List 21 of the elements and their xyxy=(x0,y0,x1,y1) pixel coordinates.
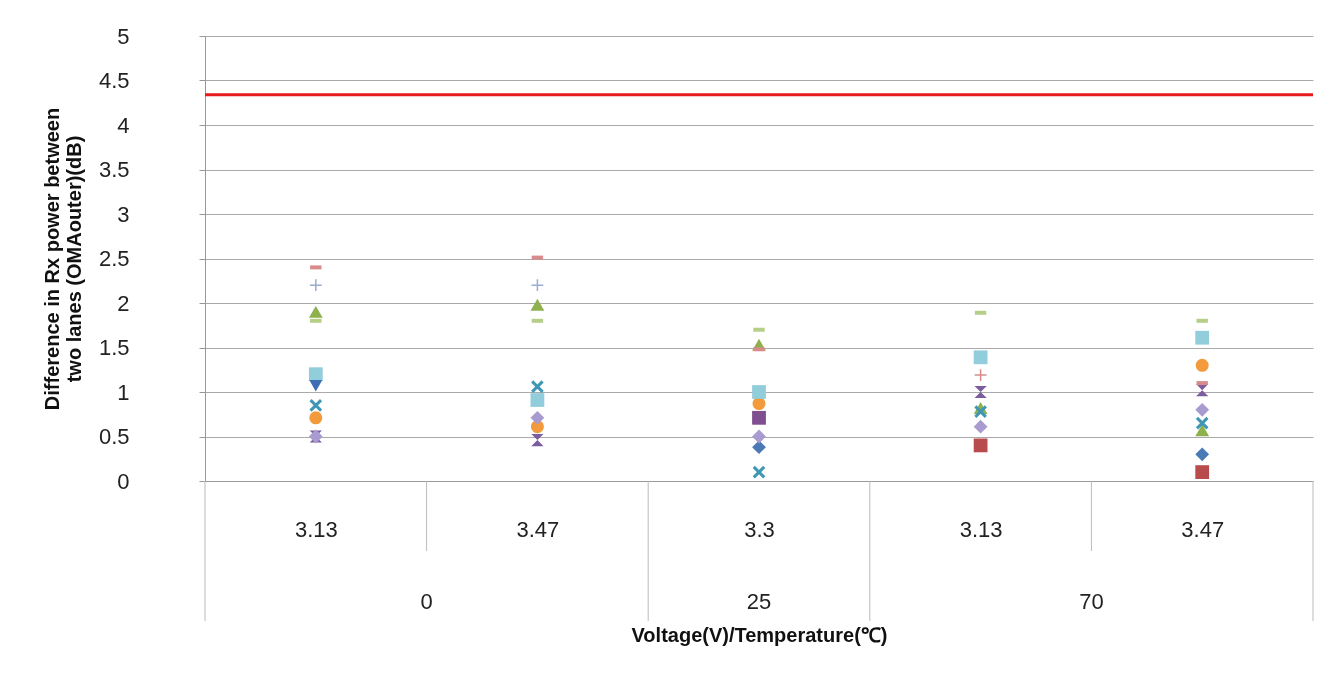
y-tick-label: 3 xyxy=(117,201,130,227)
x-tick-label: 3.47 xyxy=(516,516,560,542)
x-tick-label: 3.13 xyxy=(294,516,338,542)
y-tick-label: 4 xyxy=(117,112,130,138)
y-tick-label: 1.5 xyxy=(98,335,130,360)
y-tick-label: 2.5 xyxy=(98,246,130,271)
y-tick-label: 3.5 xyxy=(98,157,130,182)
x-tick-label: 3.13 xyxy=(959,516,1003,542)
y-tick-label: 1 xyxy=(117,379,130,405)
x-tick-label: 3.3 xyxy=(744,516,775,542)
y-axis-title: Difference in Rx power between two lanes (OMAouter)(dB) xyxy=(40,107,85,411)
y-tick-label: 5 xyxy=(117,23,130,49)
text: 0 xyxy=(420,589,433,614)
x-tick-label: 3.47 xyxy=(1181,516,1225,542)
text: 25 xyxy=(746,589,772,614)
text: 70 xyxy=(1079,589,1104,614)
y-tick-label: 0 xyxy=(117,468,130,494)
y-tick-label: 2 xyxy=(117,290,130,316)
y-tick-label: 4.5 xyxy=(98,68,130,93)
x-axis-title: Voltage(V)/Temperature(℃) xyxy=(631,623,888,646)
y-tick-label: 0.5 xyxy=(98,424,130,449)
